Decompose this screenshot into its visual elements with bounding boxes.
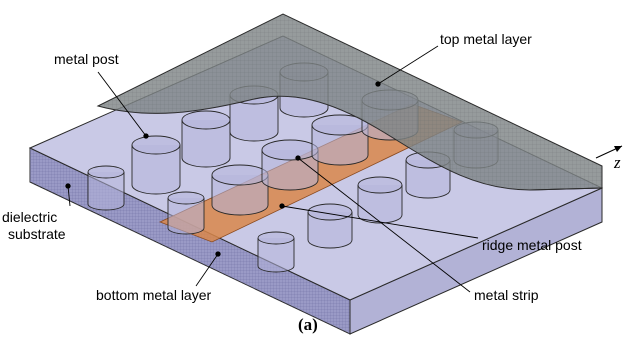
metal-post [87, 165, 125, 211]
metal-post [307, 203, 353, 249]
metal-post [167, 191, 205, 235]
leader-lines [65, 45, 479, 293]
label-metal-strip: metal strip [474, 287, 539, 303]
label-dielectric-line2: substrate [8, 226, 66, 242]
label-metal-post: metal post [54, 51, 119, 67]
axis-z-label: z [613, 153, 621, 172]
label-dielectric-line1: dielectric [2, 209, 57, 225]
ridge-metal-post [311, 114, 369, 166]
metal-post [181, 110, 231, 168]
z-axis: z [595, 145, 623, 172]
label-ridge-metal-post: ridge metal post [482, 237, 582, 253]
ridge-metal-post [211, 164, 269, 216]
label-bottom-metal-layer: bottom metal layer [96, 287, 211, 303]
metal-post [257, 231, 295, 273]
label-top-metal-layer: top metal layer [440, 31, 532, 47]
metal-post [357, 176, 403, 224]
ridge-metal-post [261, 139, 319, 191]
figure-caption: (a) [298, 315, 318, 334]
metal-post [131, 135, 181, 195]
